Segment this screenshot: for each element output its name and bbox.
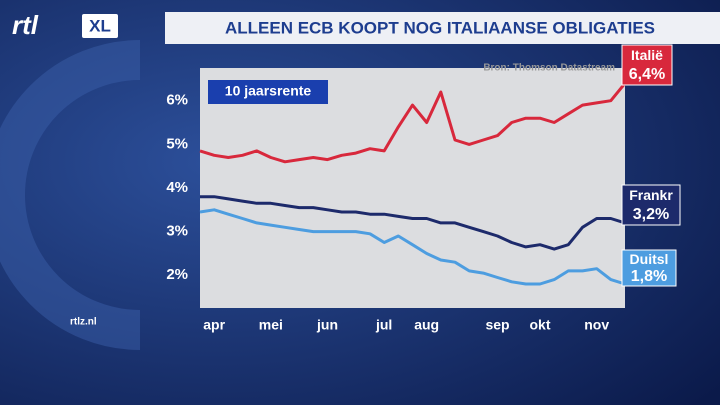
x-tick-label: okt xyxy=(530,317,551,333)
series-label-box xyxy=(621,249,677,287)
logo-badge-box xyxy=(82,14,118,38)
logo-badge: XL xyxy=(89,16,111,35)
logo: rtl xyxy=(12,10,39,40)
y-tick-label: 6% xyxy=(166,92,188,109)
data-label: 1,8% xyxy=(631,268,667,285)
x-tick-label: jul xyxy=(375,317,392,333)
x-tick-label: jun xyxy=(316,317,338,333)
legend-label: Duitsl xyxy=(630,251,669,267)
title-bar xyxy=(165,12,720,44)
euro-decoration xyxy=(0,40,141,350)
x-tick-label: aug xyxy=(414,317,439,333)
legend-label: Frankr xyxy=(629,187,673,203)
plot-area xyxy=(200,68,625,308)
series-label-box xyxy=(621,44,673,86)
chart-title: ALLEEN ECB KOOPT NOG ITALIAANSE OBLIGATI… xyxy=(225,18,655,37)
series-line xyxy=(200,195,626,251)
y-tick-label: 2% xyxy=(166,266,188,283)
series-line xyxy=(199,208,626,286)
y-tick-label: 4% xyxy=(166,179,188,196)
x-tick-label: mei xyxy=(259,317,283,333)
y-tick-label: 3% xyxy=(166,223,188,240)
y-tick-label: 5% xyxy=(166,135,188,152)
source: Bron: Thomson Datastream xyxy=(483,63,615,74)
website: rtlz.nl xyxy=(70,317,97,328)
series-line xyxy=(199,82,627,164)
annotation: 10 jaarsrente xyxy=(225,83,312,99)
annotation-box xyxy=(208,80,328,104)
series-label-box xyxy=(621,184,681,226)
x-tick-label: nov xyxy=(584,317,609,333)
x-tick-label: apr xyxy=(203,317,225,333)
legend-label: Italië xyxy=(631,47,663,63)
x-tick-label: sep xyxy=(485,317,509,333)
data-label: 6,4% xyxy=(629,66,665,83)
data-label: 3,2% xyxy=(633,206,669,223)
